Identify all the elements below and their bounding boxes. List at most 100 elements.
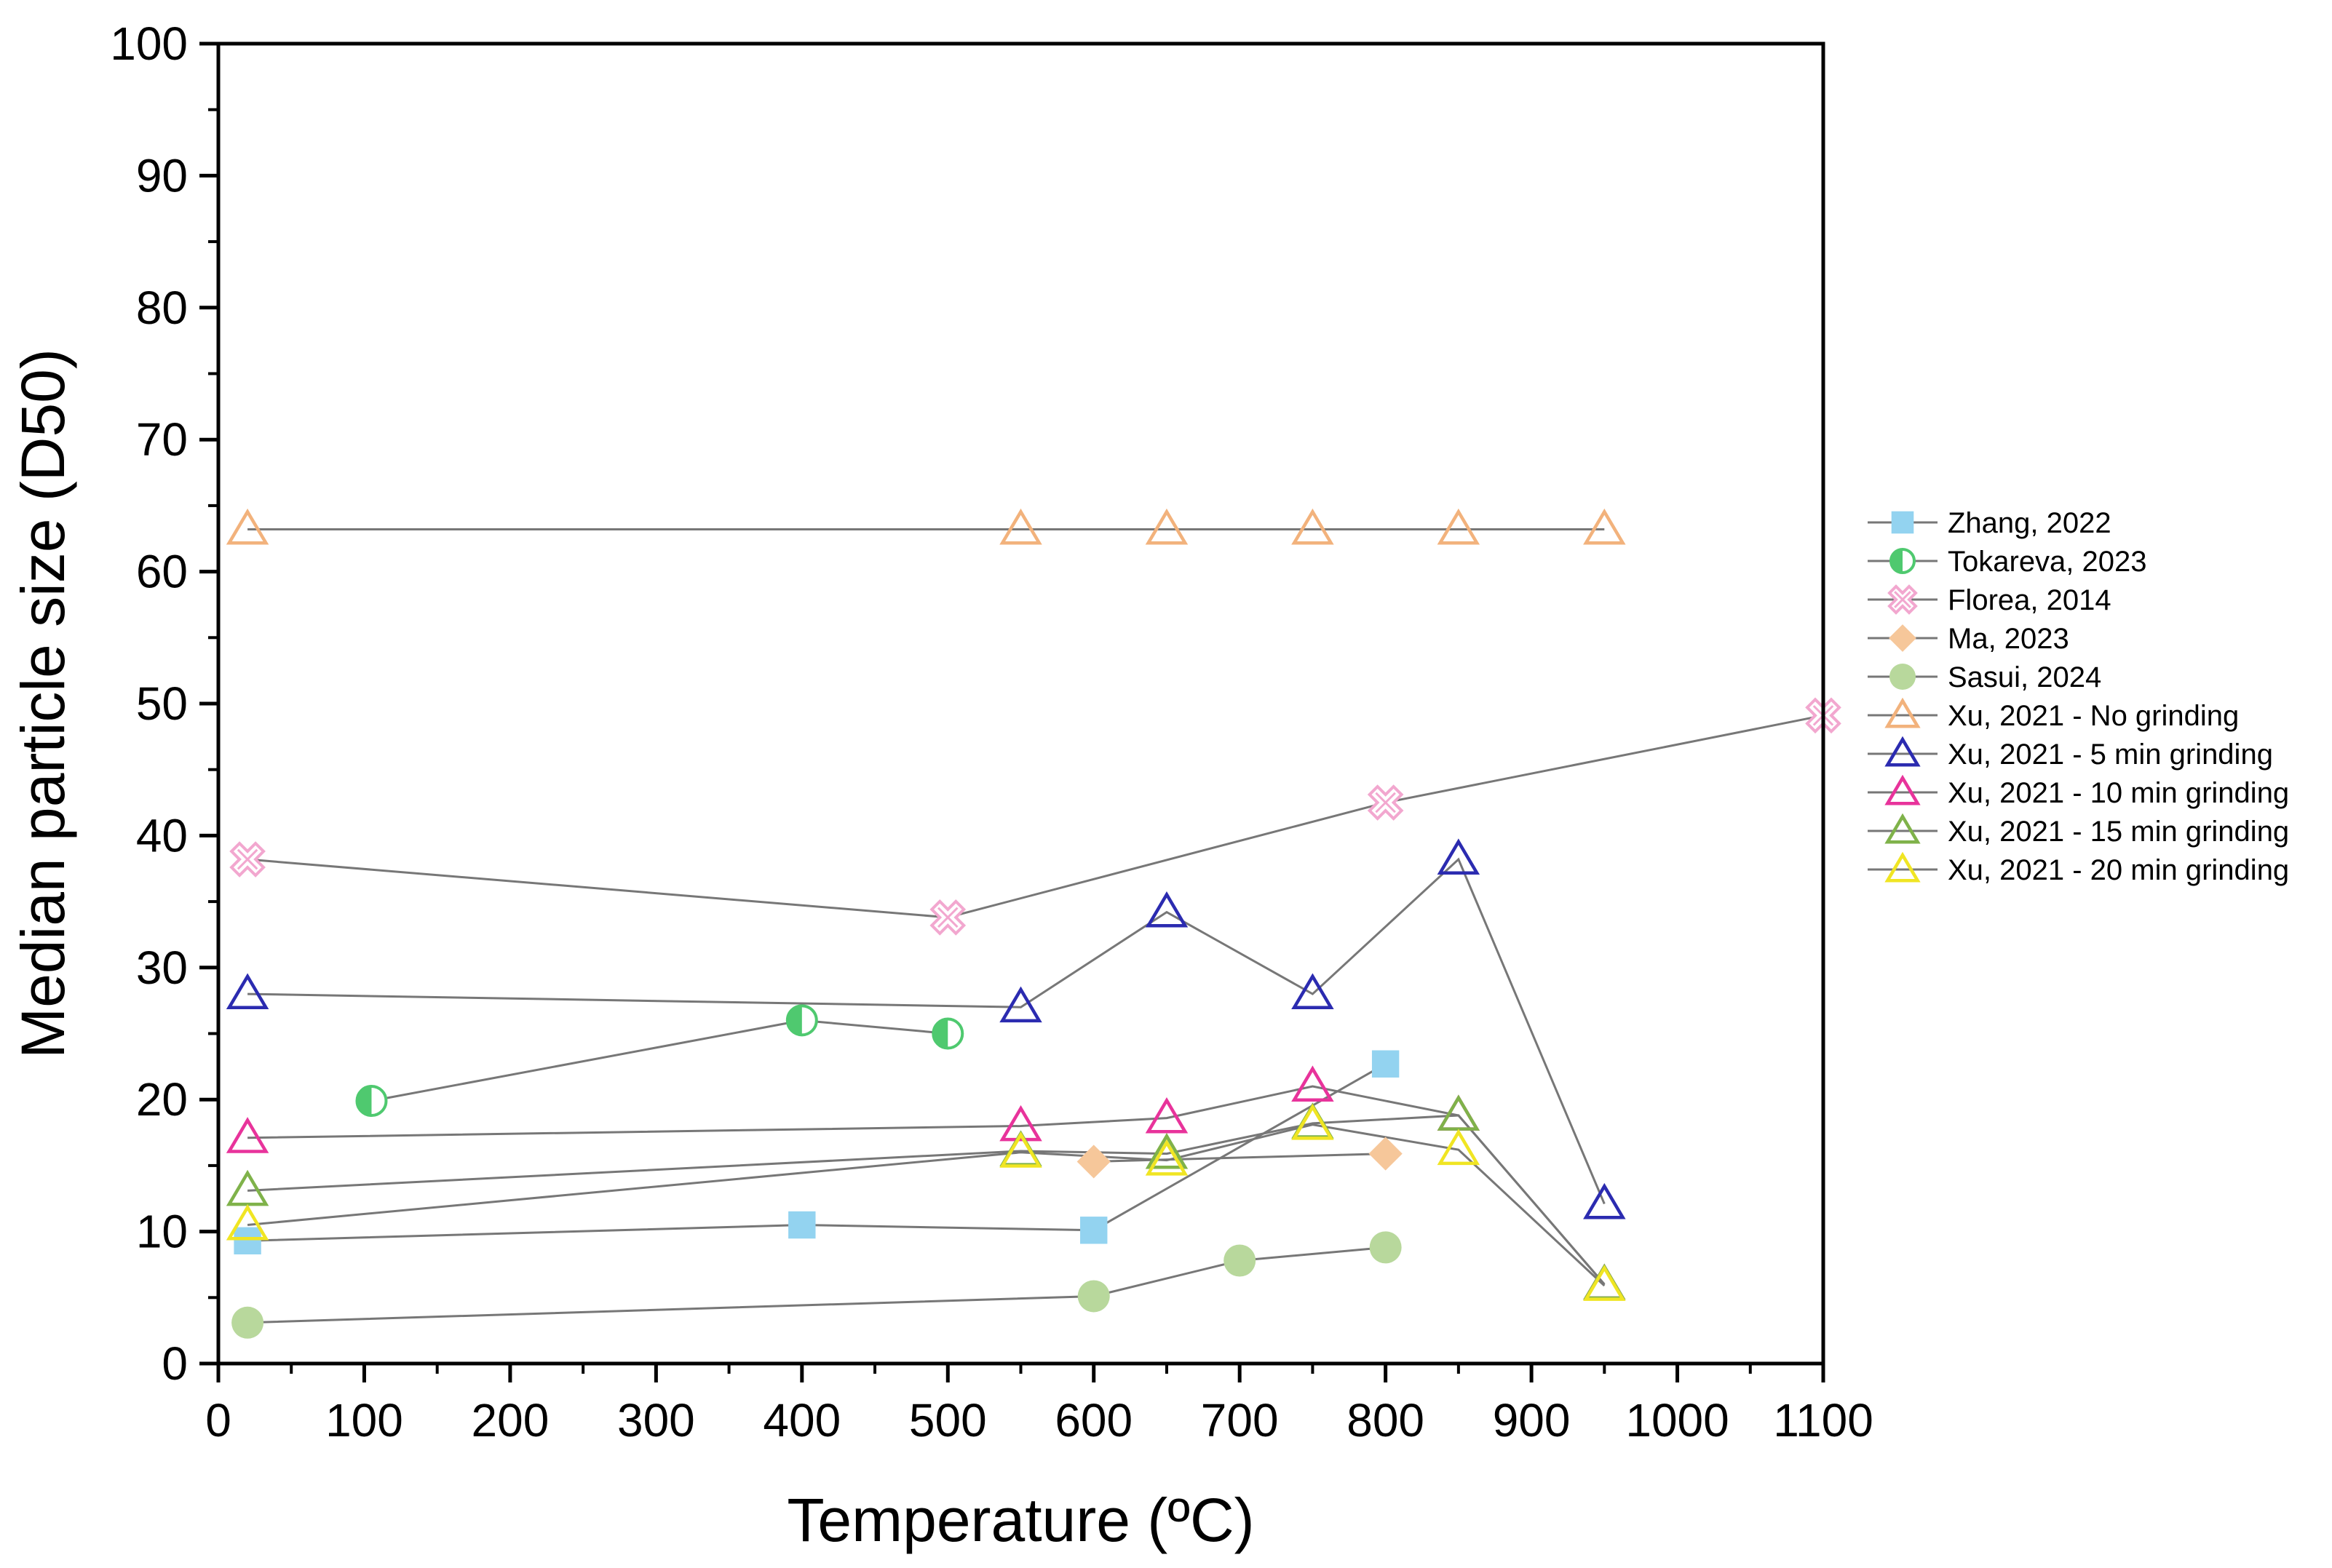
data-point-zhang-2022-2 <box>1080 1217 1108 1244</box>
y-tick-label: 50 <box>136 677 188 730</box>
data-point-xu-2021-5-min-grinding-3 <box>1291 973 1334 1010</box>
series-line-xu-2021-10-min-grinding <box>247 1085 1606 1286</box>
data-point-sasui-2024-2 <box>1223 1244 1256 1277</box>
legend-label-xu-2021-no-grinding: Xu, 2021 - No grinding <box>1948 700 2239 732</box>
legend-marker-xu-2021-10-min-grinding <box>1884 774 1921 805</box>
y-tick-label: 100 <box>110 17 188 70</box>
data-point-florea-2014-2 <box>1367 784 1404 821</box>
series-line-zhang-2022 <box>247 1062 1387 1242</box>
y-tick-label: 90 <box>136 149 188 202</box>
data-point-xu-2021-no-grinding-3 <box>1291 508 1334 545</box>
data-point-zhang-2022-1 <box>788 1211 816 1239</box>
data-point-ma-2023-1 <box>1368 1137 1403 1171</box>
x-tick-label: 700 <box>1201 1394 1279 1446</box>
series-markers <box>226 508 1841 1339</box>
legend-label-xu-2021-5-min-grinding: Xu, 2021 - 5 min grinding <box>1948 739 2273 771</box>
data-point-xu-2021-5-min-grinding-0 <box>226 973 269 1010</box>
data-point-xu-2021-20-min-grinding-4 <box>1437 1129 1480 1166</box>
plot-frame <box>216 41 1825 1366</box>
series-lines <box>247 528 1824 1324</box>
legend-marker-ma-2023 <box>1889 624 1916 652</box>
data-point-xu-2021-10-min-grinding-3 <box>1291 1065 1334 1102</box>
x-tick-label: 400 <box>763 1394 841 1446</box>
data-point-xu-2021-10-min-grinding-1 <box>999 1105 1042 1142</box>
data-point-xu-2021-no-grinding-4 <box>1437 508 1480 545</box>
data-point-xu-2021-15-min-grinding-0 <box>226 1169 269 1206</box>
legend-label-sasui-2024: Sasui, 2024 <box>1948 661 2101 693</box>
data-point-xu-2021-5-min-grinding-1 <box>999 986 1042 1023</box>
legend: Zhang, 2022 Tokareva, 2023 Florea, 2014 Ma,… <box>1868 507 2289 886</box>
data-point-xu-2021-15-min-grinding-2 <box>1145 1132 1189 1169</box>
data-point-sasui-2024-3 <box>1369 1231 1402 1264</box>
x-axis-title: Temperature (ºC) <box>787 1486 1254 1554</box>
legend-marker-xu-2021-5-min-grinding <box>1884 736 1921 767</box>
y-tick-label: 0 <box>162 1337 188 1390</box>
legend-marker-tokareva-2023 <box>1889 548 1916 574</box>
data-point-zhang-2022-3 <box>1371 1050 1400 1078</box>
data-point-tokareva-2023-2 <box>932 1017 964 1050</box>
y-tick-label: 70 <box>136 413 188 466</box>
x-tick-label: 900 <box>1493 1394 1571 1446</box>
data-point-xu-2021-no-grinding-0 <box>226 508 269 545</box>
series-line-tokareva-2023 <box>371 1019 948 1102</box>
data-point-florea-2014-0 <box>229 841 266 877</box>
data-point-ma-2023-0 <box>1076 1145 1111 1179</box>
data-point-florea-2014-1 <box>929 899 967 936</box>
y-tick-labels: 0 10 20 30 40 50 60 70 80 90 100 <box>110 17 188 1390</box>
data-point-xu-2021-20-min-grinding-5 <box>1583 1265 1626 1301</box>
legend-label-zhang-2022: Zhang, 2022 <box>1948 507 2111 539</box>
series-line-xu-2021-15-min-grinding <box>247 1114 1606 1286</box>
y-tick-label: 80 <box>136 282 188 334</box>
data-point-xu-2021-no-grinding-1 <box>999 508 1042 545</box>
x-tick-label: 300 <box>617 1394 695 1446</box>
legend-label-tokareva-2023: Tokareva, 2023 <box>1948 546 2147 578</box>
data-point-sasui-2024-0 <box>231 1306 264 1339</box>
legend-marker-xu-2021-20-min-grinding <box>1884 851 1921 883</box>
legend-marker-florea-2014 <box>1887 584 1918 615</box>
x-tick-label: 1100 <box>1773 1394 1873 1446</box>
data-point-xu-2021-20-min-grinding-2 <box>1145 1139 1189 1176</box>
x-tick-label: 200 <box>472 1394 550 1446</box>
legend-marker-zhang-2022 <box>1891 511 1914 534</box>
legend-label-xu-2021-20-min-grinding: Xu, 2021 - 20 min grinding <box>1948 854 2289 886</box>
legend-marker-sasui-2024 <box>1889 664 1916 690</box>
data-point-xu-2021-no-grinding-5 <box>1583 508 1626 545</box>
data-point-xu-2021-20-min-grinding-3 <box>1291 1104 1334 1140</box>
data-point-xu-2021-no-grinding-2 <box>1145 508 1189 545</box>
data-point-xu-2021-5-min-grinding-4 <box>1437 838 1480 875</box>
series-line-ma-2023 <box>1093 1153 1386 1163</box>
y-tick-label: 60 <box>136 546 188 598</box>
series-line-xu-2021-20-min-grinding <box>247 1123 1606 1287</box>
legend-label-xu-2021-15-min-grinding: Xu, 2021 - 15 min grinding <box>1948 816 2289 848</box>
legend-marker-xu-2021-no-grinding <box>1884 697 1921 728</box>
x-tick-label: 500 <box>909 1394 987 1446</box>
series-line-sasui-2024 <box>247 1246 1386 1324</box>
series-line-florea-2014 <box>247 714 1824 919</box>
legend-marker-xu-2021-15-min-grinding <box>1884 813 1921 844</box>
x-tick-label: 1000 <box>1625 1394 1729 1446</box>
series-line-xu-2021-5-min-grinding <box>247 857 1606 1205</box>
data-point-xu-2021-5-min-grinding-2 <box>1145 891 1189 928</box>
y-tick-label: 40 <box>136 809 188 861</box>
x-tick-label: 100 <box>325 1394 403 1446</box>
x-tick-label: 800 <box>1347 1394 1424 1446</box>
data-point-xu-2021-10-min-grinding-0 <box>226 1117 269 1153</box>
legend-label-florea-2014: Florea, 2014 <box>1948 584 2111 616</box>
data-point-xu-2021-10-min-grinding-2 <box>1145 1097 1189 1134</box>
x-tick-label: 600 <box>1055 1394 1133 1446</box>
legend-label-xu-2021-10-min-grinding: Xu, 2021 - 10 min grinding <box>1948 777 2289 809</box>
y-axis-title: Median particle size (D50) <box>9 349 77 1059</box>
y-tick-label: 20 <box>136 1073 188 1126</box>
y-tick-label: 30 <box>136 942 188 994</box>
data-point-zhang-2022-0 <box>234 1227 261 1254</box>
data-point-xu-2021-20-min-grinding-0 <box>226 1203 269 1241</box>
x-tick-label: 0 <box>205 1394 231 1446</box>
data-point-sasui-2024-1 <box>1077 1280 1110 1313</box>
data-point-tokareva-2023-1 <box>785 1004 818 1037</box>
data-point-tokareva-2023-0 <box>355 1085 388 1118</box>
data-point-xu-2021-5-min-grinding-5 <box>1583 1182 1626 1219</box>
legend-label-ma-2023: Ma, 2023 <box>1948 623 2069 655</box>
data-point-xu-2021-20-min-grinding-1 <box>999 1131 1042 1168</box>
x-tick-labels: 0 100 200 300 400 500 600 700 800 900 1000 1100 <box>205 1394 1873 1446</box>
